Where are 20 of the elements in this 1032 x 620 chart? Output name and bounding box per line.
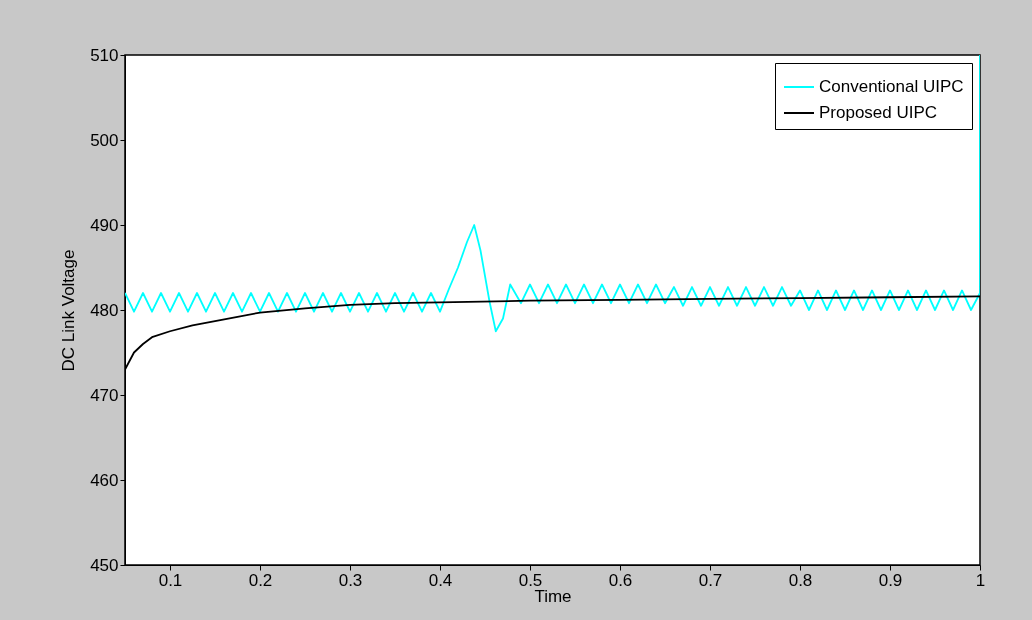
y-tick-label: 470 [90,385,119,405]
x-tick-label: 0.7 [698,570,723,590]
x-tick-label: 0.2 [248,570,273,590]
x-tick-label: 0.3 [338,570,363,590]
x-tick-label: 0.4 [428,570,453,590]
line-series [125,55,980,333]
y-tick-label: 500 [90,130,119,150]
x-tick-label: 0.9 [878,570,903,590]
y-tick-label: 450 [90,555,119,575]
x-tick-label: 0.6 [608,570,633,590]
x-tick-label: 0.1 [158,570,183,590]
legend-label: Proposed UIPC [819,103,938,122]
y-tick-label: 490 [90,215,119,235]
x-tick-label: 0.8 [788,570,813,590]
y-tick-label: 510 [90,45,119,65]
y-tick-label: 460 [90,470,119,490]
y-tick-label: 480 [90,300,119,320]
y-axis-title: DC Link Voltage [59,249,79,372]
x-tick-label: 1 [975,570,986,590]
legend-label: Conventional UIPC [819,77,964,96]
